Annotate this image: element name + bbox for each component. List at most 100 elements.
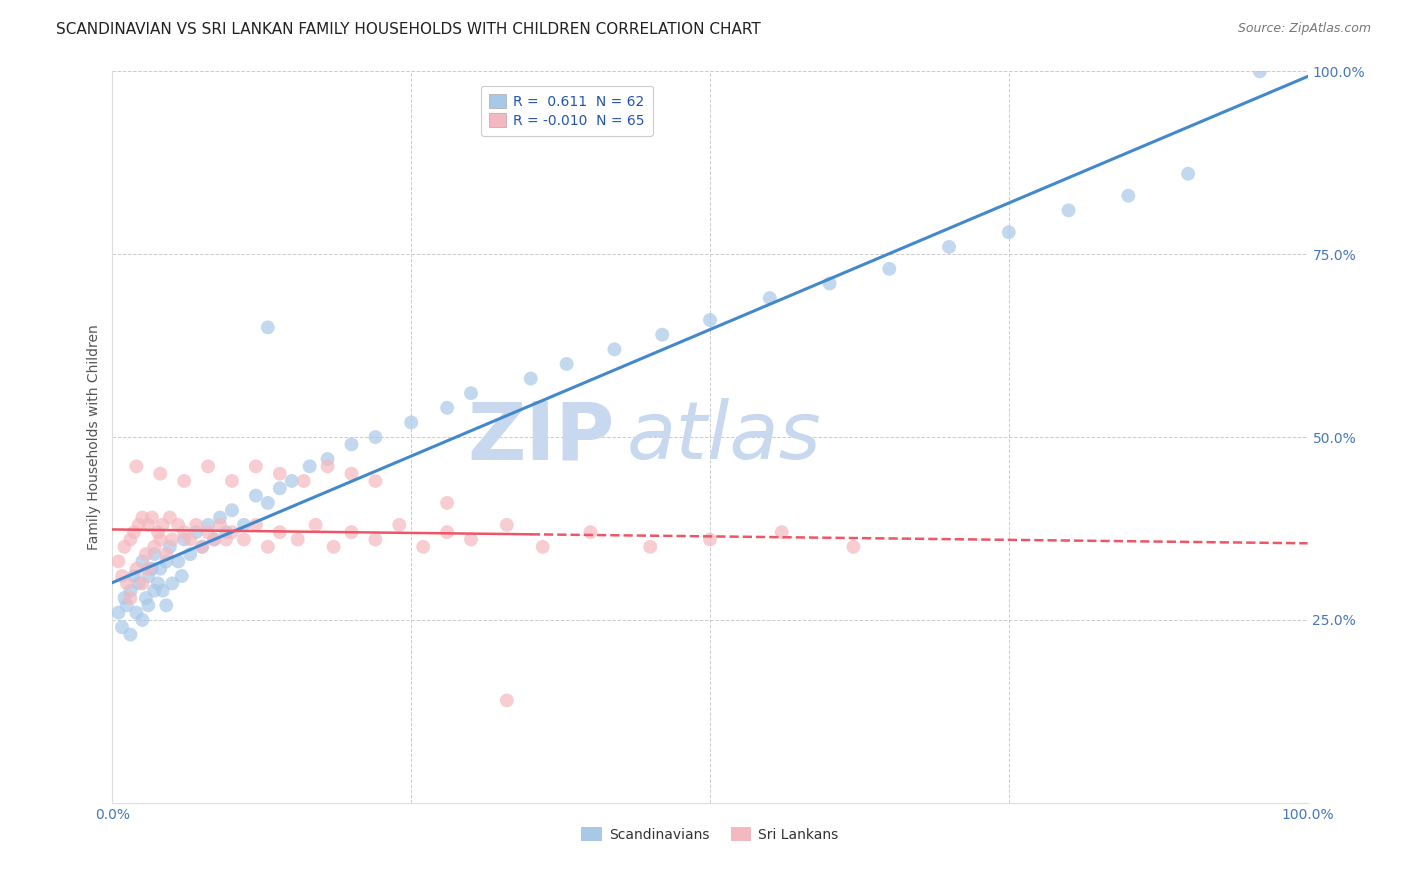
Point [436, 525, 458, 540]
Point [603, 343, 626, 357]
Point [215, 533, 238, 547]
Point [531, 540, 554, 554]
Point [173, 525, 195, 540]
Point [141, 510, 163, 524]
Point [496, 517, 519, 532]
Point [221, 525, 243, 540]
Point [257, 320, 280, 334]
Point [322, 540, 344, 554]
Point [818, 277, 841, 291]
Point [107, 554, 129, 568]
Point [115, 599, 138, 613]
Y-axis label: Family Households with Children: Family Households with Children [87, 324, 101, 550]
Point [269, 481, 291, 495]
Point [640, 540, 662, 554]
Point [138, 562, 160, 576]
Point [221, 503, 243, 517]
Point [120, 627, 142, 641]
Point [496, 693, 519, 707]
Point [281, 474, 304, 488]
Point [143, 583, 166, 598]
Point [120, 583, 142, 598]
Point [245, 459, 267, 474]
Point [179, 533, 201, 547]
Point [120, 591, 142, 605]
Point [221, 474, 243, 488]
Point [364, 533, 387, 547]
Point [186, 525, 208, 540]
Point [111, 569, 134, 583]
Point [146, 525, 169, 540]
Point [128, 517, 150, 532]
Point [146, 576, 169, 591]
Point [135, 547, 157, 561]
Point [197, 517, 219, 532]
Point [388, 517, 411, 532]
Point [111, 620, 134, 634]
Point [138, 569, 160, 583]
Point [131, 554, 153, 568]
Point [149, 533, 172, 547]
Point [215, 525, 238, 540]
Point [159, 540, 181, 554]
Point [120, 533, 142, 547]
Point [162, 533, 183, 547]
Point [436, 401, 458, 415]
Point [138, 599, 160, 613]
Point [114, 540, 135, 554]
Text: Source: ZipAtlas.com: Source: ZipAtlas.com [1237, 22, 1371, 36]
Text: SCANDINAVIAN VS SRI LANKAN FAMILY HOUSEHOLDS WITH CHILDREN CORRELATION CHART: SCANDINAVIAN VS SRI LANKAN FAMILY HOUSEH… [56, 22, 761, 37]
Point [305, 517, 328, 532]
Point [436, 496, 458, 510]
Point [125, 459, 148, 474]
Point [149, 467, 172, 481]
Text: atlas: atlas [627, 398, 821, 476]
Point [131, 576, 153, 591]
Point [159, 510, 181, 524]
Point [143, 540, 166, 554]
Point [186, 517, 208, 532]
Point [143, 547, 166, 561]
Point [579, 525, 602, 540]
Point [340, 467, 363, 481]
Point [292, 474, 315, 488]
Point [245, 489, 267, 503]
Point [364, 474, 387, 488]
Point [197, 525, 219, 540]
Point [149, 562, 172, 576]
Point [1118, 188, 1140, 202]
Point [167, 554, 190, 568]
Point [209, 517, 232, 532]
Point [173, 474, 195, 488]
Point [257, 496, 280, 510]
Point [107, 606, 129, 620]
Point [879, 261, 901, 276]
Point [209, 510, 232, 524]
Point [135, 591, 157, 605]
Point [191, 540, 214, 554]
Point [131, 510, 153, 524]
Point [115, 576, 138, 591]
Point [179, 547, 201, 561]
Point [699, 533, 721, 547]
Point [257, 540, 280, 554]
Point [197, 459, 219, 474]
Text: ZIP: ZIP [467, 398, 614, 476]
Point [340, 437, 363, 451]
Point [412, 540, 434, 554]
Point [998, 225, 1021, 239]
Point [138, 517, 160, 532]
Point [122, 569, 145, 583]
Point [122, 525, 145, 540]
Point [125, 562, 148, 576]
Point [938, 240, 960, 254]
Point [152, 517, 174, 532]
Point [770, 525, 793, 540]
Point [759, 291, 782, 305]
Point [173, 533, 195, 547]
Point [191, 540, 214, 554]
Point [202, 533, 225, 547]
Point [131, 613, 153, 627]
Point [128, 576, 150, 591]
Point [202, 533, 225, 547]
